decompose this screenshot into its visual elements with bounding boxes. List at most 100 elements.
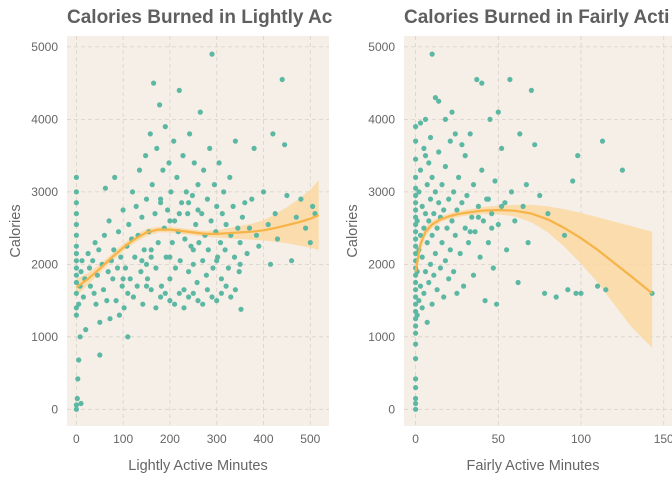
- scatter-point: [489, 225, 495, 231]
- scatter-point: [482, 298, 488, 304]
- scatter-point: [106, 218, 112, 224]
- scatter-point: [603, 287, 609, 293]
- scatter-point: [270, 131, 276, 137]
- scatter-point: [542, 290, 548, 296]
- scatter-point: [492, 178, 498, 184]
- scatter-point: [441, 207, 447, 213]
- scatter-point: [158, 196, 164, 202]
- scatter-point: [85, 250, 91, 257]
- scatter-point: [182, 236, 188, 242]
- scatter-point: [105, 269, 111, 275]
- scatter-point: [413, 376, 419, 382]
- scatter-point: [462, 153, 468, 159]
- scatter-point: [167, 298, 173, 304]
- scatter-point: [76, 357, 82, 363]
- scatter-point: [422, 211, 429, 217]
- points-group: [413, 51, 655, 412]
- scatter-point: [73, 272, 79, 278]
- scatter-point: [472, 229, 478, 235]
- scatter-point: [73, 232, 79, 238]
- y-tick-label: 2000: [368, 257, 395, 271]
- scatter-point: [174, 174, 180, 180]
- scatter-point: [477, 254, 483, 260]
- scatter-point: [179, 200, 185, 206]
- scatter-point: [153, 305, 159, 311]
- x-tick-label: 150: [654, 432, 672, 446]
- scatter-point: [148, 287, 154, 293]
- scatter-point: [427, 196, 434, 202]
- scatter-point: [599, 138, 606, 144]
- scatter-point: [126, 221, 132, 228]
- scatter-point: [441, 294, 447, 300]
- scatter-point: [298, 196, 304, 202]
- scatter-point: [78, 269, 84, 275]
- scatter-point: [480, 218, 486, 224]
- scatter-point: [413, 301, 419, 307]
- scatter-point: [186, 200, 192, 206]
- scatter-point: [130, 294, 136, 300]
- scatter-point: [413, 236, 419, 242]
- scatter-point: [422, 153, 429, 159]
- scatter-point: [436, 149, 442, 155]
- scatter-point: [176, 211, 182, 217]
- scatter-point: [195, 207, 201, 213]
- scatter-point: [293, 214, 299, 220]
- scatter-point: [101, 232, 107, 238]
- scatter-point: [74, 395, 80, 402]
- scatter-point: [434, 287, 440, 293]
- scatter-point: [431, 211, 437, 217]
- scatter-point: [187, 131, 193, 137]
- scatter-point: [210, 265, 216, 271]
- scatter-point: [134, 283, 140, 289]
- scatter-point: [490, 265, 496, 271]
- scatter-point: [75, 376, 81, 382]
- scatter-point: [218, 290, 224, 296]
- scatter-point: [219, 211, 225, 217]
- scatter-point: [413, 229, 419, 235]
- scatter-point: [186, 294, 192, 300]
- scatter-point: [461, 283, 467, 289]
- scatter-point: [112, 174, 118, 180]
- scatter-point: [421, 145, 427, 151]
- scatter-point: [166, 160, 172, 166]
- scatter-point: [467, 131, 473, 137]
- y-tick-label: 2000: [31, 257, 58, 271]
- scatter-point: [429, 301, 435, 307]
- scatter-point: [197, 109, 203, 115]
- scatter-point: [162, 124, 168, 130]
- scatter-point: [487, 116, 493, 122]
- scatter-point: [190, 247, 196, 253]
- scatter-point: [154, 145, 160, 151]
- scatter-point: [570, 178, 576, 184]
- scatter-point: [417, 232, 424, 238]
- scatter-point: [495, 109, 501, 115]
- scatter-point: [176, 87, 182, 93]
- scatter-point: [260, 189, 267, 195]
- scatter-point: [205, 247, 211, 253]
- scatter-point: [190, 290, 196, 296]
- scatter-point: [77, 334, 83, 340]
- scatter-point: [158, 294, 164, 300]
- scatter-point: [167, 276, 173, 282]
- scatter-point: [413, 250, 419, 257]
- scatter-point: [73, 402, 79, 408]
- x-tick-label: 100: [113, 432, 133, 446]
- scatter-point: [132, 254, 138, 260]
- scatter-point: [167, 218, 173, 224]
- scatter-point: [413, 330, 419, 336]
- scatter-point: [419, 203, 425, 209]
- scatter-point: [181, 305, 187, 311]
- scatter-point: [73, 312, 79, 318]
- scatter-point: [195, 298, 201, 304]
- scatter-point: [515, 279, 521, 286]
- chart-panel-1: 0 1000 2000 3000 4000 5000 0 100 200 300 400 500 Lig…: [8, 7, 333, 474]
- scatter-point: [149, 182, 155, 188]
- scatter-point: [246, 225, 253, 231]
- scatter-point: [185, 211, 191, 217]
- scatter-point: [447, 138, 453, 144]
- scatter-point: [167, 254, 173, 260]
- scatter-point: [413, 156, 419, 162]
- scatter-point: [437, 265, 443, 271]
- scatter-point: [113, 298, 119, 304]
- y-tick-label: 0: [51, 402, 58, 416]
